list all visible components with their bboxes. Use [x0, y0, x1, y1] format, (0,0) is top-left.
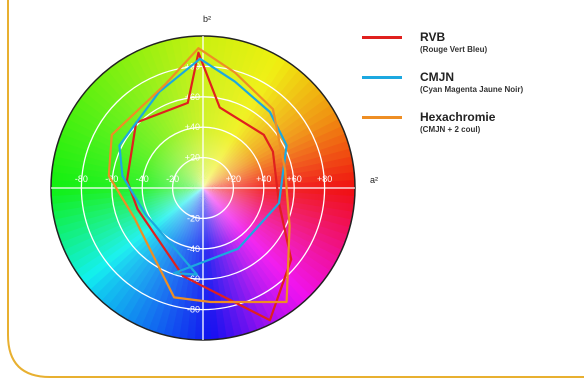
legend-swatch-rvb [362, 36, 402, 39]
legend-label: RVB [420, 30, 446, 44]
b-tick-label: -80 [187, 305, 200, 315]
a-tick-label: -80 [75, 174, 88, 184]
legend-sublabel: (CMJN + 2 coul) [420, 125, 481, 134]
a-tick-label: +40 [256, 174, 271, 184]
b-tick-label: +60 [185, 92, 200, 102]
legend-sublabel: (Rouge Vert Bleu) [420, 45, 488, 54]
legend-item-rvb: RVB (Rouge Vert Bleu) [362, 30, 582, 66]
axis-label-a: a² [370, 175, 378, 185]
series-line-cmjn [118, 57, 288, 276]
legend-label: CMJN [420, 70, 455, 84]
b-tick-label: -60 [187, 274, 200, 284]
series-group [107, 47, 293, 322]
b-tick-label: +20 [185, 153, 200, 163]
b-tick-label: -40 [187, 244, 200, 254]
series-line-hexachromie [107, 47, 291, 304]
a-tick-label: -20 [166, 174, 179, 184]
axis-label-b: b² [203, 14, 211, 24]
legend-label: Hexachromie [420, 110, 496, 124]
legend: RVB (Rouge Vert Bleu) CMJN (Cyan Magenta… [362, 30, 582, 150]
b-tick-label: -20 [187, 213, 200, 223]
legend-swatch-cmjn [362, 76, 402, 79]
a-tick-label: +60 [287, 174, 302, 184]
a-tick-label: -40 [136, 174, 149, 184]
a-tick-label: +20 [226, 174, 241, 184]
legend-item-cmjn: CMJN (Cyan Magenta Jaune Noir) [362, 70, 582, 106]
a-tick-label: +80 [317, 174, 332, 184]
axes [51, 36, 355, 340]
b-tick-label: +40 [185, 122, 200, 132]
legend-swatch-hexachromie [362, 116, 402, 119]
legend-sublabel: (Cyan Magenta Jaune Noir) [420, 85, 524, 94]
legend-item-hexachromie: Hexachromie (CMJN + 2 coul) [362, 110, 582, 146]
